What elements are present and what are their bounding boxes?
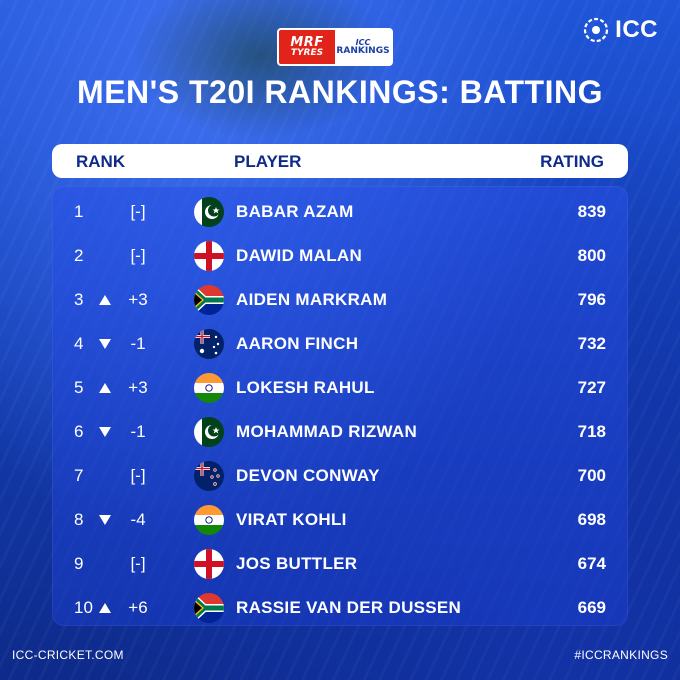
player-rating: 698 [577, 510, 606, 529]
england-flag-icon [194, 549, 224, 579]
ranking-row: 3 +3 AIDEN MARKRAM 796 [52, 278, 628, 322]
rank-change: [-] [130, 554, 146, 573]
ranking-row: 1 [-] BABAR AZAM 839 [52, 190, 628, 234]
arrow-up-icon [98, 292, 112, 306]
icc-logo: ICC [583, 16, 658, 44]
rank-number: 3 [74, 290, 84, 309]
player-name: DAWID MALAN [236, 246, 363, 265]
icc-rankings-small-text: ICC [355, 37, 371, 47]
player-column-header: PLAYER [234, 152, 302, 171]
rank-number: 4 [74, 334, 84, 353]
arrow-up-icon [98, 600, 112, 614]
india-flag-icon [194, 373, 224, 403]
rankings-table: 1 [-] BABAR AZAM 839 2 [-] DAWID MALAN 800 3 +3 AI… [52, 186, 628, 626]
india-flag-icon [194, 505, 224, 535]
player-rating: 700 [577, 466, 606, 485]
player-name: BABAR AZAM [236, 202, 354, 221]
icc-rankings-logo: ICC RANKINGS [335, 30, 391, 64]
arrow-down-icon [98, 336, 112, 350]
rank-change: +3 [128, 290, 148, 309]
ranking-row: 4 -1 AARON FINCH 732 [52, 322, 628, 366]
arrow-up-icon [98, 380, 112, 394]
player-rating: 718 [577, 422, 606, 441]
player-rating: 669 [577, 598, 606, 617]
england-flag-icon [194, 241, 224, 271]
rank-column-header: RANK [76, 152, 126, 171]
rank-change: -1 [130, 422, 146, 441]
player-name: RASSIE VAN DER DUSSEN [236, 598, 462, 617]
footer-hashtag: #ICCRANKINGS [574, 648, 668, 662]
player-rating: 800 [577, 246, 606, 265]
rank-number: 9 [74, 554, 84, 573]
player-name: AIDEN MARKRAM [236, 290, 388, 309]
south-africa-flag-icon [194, 285, 224, 315]
rank-number: 5 [74, 378, 84, 397]
rank-change: [-] [130, 202, 146, 221]
rank-change: -4 [130, 510, 146, 529]
player-rating: 727 [577, 378, 606, 397]
pakistan-flag-icon [194, 197, 224, 227]
ranking-row: 5 +3 LOKESH RAHUL 727 [52, 366, 628, 410]
mrf-logo-text: MRF [290, 35, 324, 50]
page-title: MEN'S T20I RANKINGS: BATTING [77, 74, 603, 110]
arrow-down-icon [98, 424, 112, 438]
player-name: MOHAMMAD RIZWAN [236, 422, 418, 441]
australia-flag-icon [194, 329, 224, 359]
rank-number: 10 [74, 598, 93, 617]
rank-number: 8 [74, 510, 84, 529]
player-name: DEVON CONWAY [236, 466, 380, 485]
pakistan-flag-icon [194, 417, 224, 447]
rank-change: [-] [130, 466, 146, 485]
player-name: JOS BUTTLER [236, 554, 358, 573]
rating-column-header: RATING [540, 152, 604, 171]
table-header: RANK PLAYER RATING [52, 144, 628, 178]
player-rating: 732 [577, 334, 606, 353]
ranking-row: 10 +6 RASSIE VAN DER DUSSEN 669 [52, 586, 628, 630]
icc-logo-text: ICC [615, 16, 658, 43]
player-name: AARON FINCH [236, 334, 359, 353]
mrf-icc-rankings-badge: MRF TYRES ICC RANKINGS [277, 28, 393, 66]
ranking-row: 7 [-] DEVON CONWAY 700 [52, 454, 628, 498]
background-player-image [130, 0, 390, 140]
player-rating: 674 [577, 554, 606, 573]
rank-number: 2 [74, 246, 84, 265]
ranking-row: 6 -1 MOHAMMAD RIZWAN 718 [52, 410, 628, 454]
south-africa-flag-icon [194, 593, 224, 623]
icc-rankings-text: RANKINGS [336, 45, 390, 56]
rank-change: +3 [128, 378, 148, 397]
footer-website: ICC-CRICKET.COM [12, 648, 124, 662]
icc-emblem-icon [584, 17, 609, 43]
new-zealand-flag-icon [194, 461, 224, 491]
mrf-tyres-logo: MRF TYRES [279, 30, 335, 64]
ranking-row: 8 -4 VIRAT KOHLI 698 [52, 498, 628, 542]
rank-change: -1 [130, 334, 146, 353]
ranking-row: 2 [-] DAWID MALAN 800 [52, 234, 628, 278]
player-name: LOKESH RAHUL [236, 378, 375, 397]
rank-number: 7 [74, 466, 84, 485]
player-rating: 839 [577, 202, 606, 221]
rank-number: 1 [74, 202, 84, 221]
arrow-down-icon [98, 512, 112, 526]
player-name: VIRAT KOHLI [236, 510, 347, 529]
rank-number: 6 [74, 422, 84, 441]
ranking-row: 9 [-] JOS BUTTLER 674 [52, 542, 628, 586]
rank-change: [-] [130, 246, 146, 265]
player-rating: 796 [577, 290, 606, 309]
rank-change: +6 [128, 598, 148, 617]
mrf-logo-subtext: TYRES [290, 48, 324, 58]
